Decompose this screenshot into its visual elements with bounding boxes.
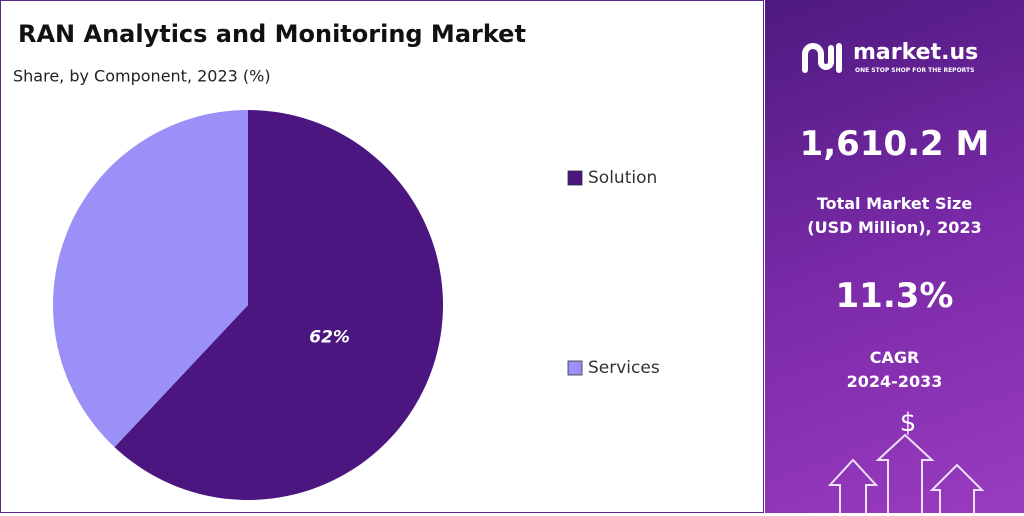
legend-swatch bbox=[567, 360, 583, 376]
logo-icon bbox=[802, 43, 842, 73]
pie-slice bbox=[52, 110, 249, 448]
cagr-label: CAGR bbox=[869, 348, 920, 367]
dollar-icon: $ bbox=[899, 408, 917, 438]
side-panel: market.us ONE STOP SHOP FOR THE REPORTS … bbox=[765, 0, 1024, 513]
legend-label: Solution bbox=[588, 168, 657, 188]
chart-title: RAN Analytics and Monitoring Market bbox=[18, 20, 526, 48]
market-size: 1,610.2 M bbox=[799, 124, 990, 164]
data-label: 62% bbox=[309, 327, 350, 347]
tagline: ONE STOP SHOP FOR THE REPORTS bbox=[855, 67, 975, 74]
legend-label: Services bbox=[588, 358, 660, 378]
chart: RAN Analytics and Monitoring Market Shar… bbox=[13, 20, 660, 501]
cagr-label: 2024-2033 bbox=[846, 372, 943, 391]
brand: market.us bbox=[853, 40, 979, 65]
arrows-decoration bbox=[827, 433, 985, 513]
market-size-label: Total Market Size bbox=[816, 194, 973, 213]
market-size-label: (USD Million), 2023 bbox=[807, 218, 982, 237]
legend-swatch bbox=[567, 170, 583, 186]
chart-subtitle: Share, by Component, 2023 (%) bbox=[13, 67, 271, 86]
chart-area: RAN Analytics and Monitoring Market Shar… bbox=[0, 0, 764, 513]
pie-slice bbox=[114, 110, 443, 501]
cagr: 11.3% bbox=[835, 276, 954, 316]
